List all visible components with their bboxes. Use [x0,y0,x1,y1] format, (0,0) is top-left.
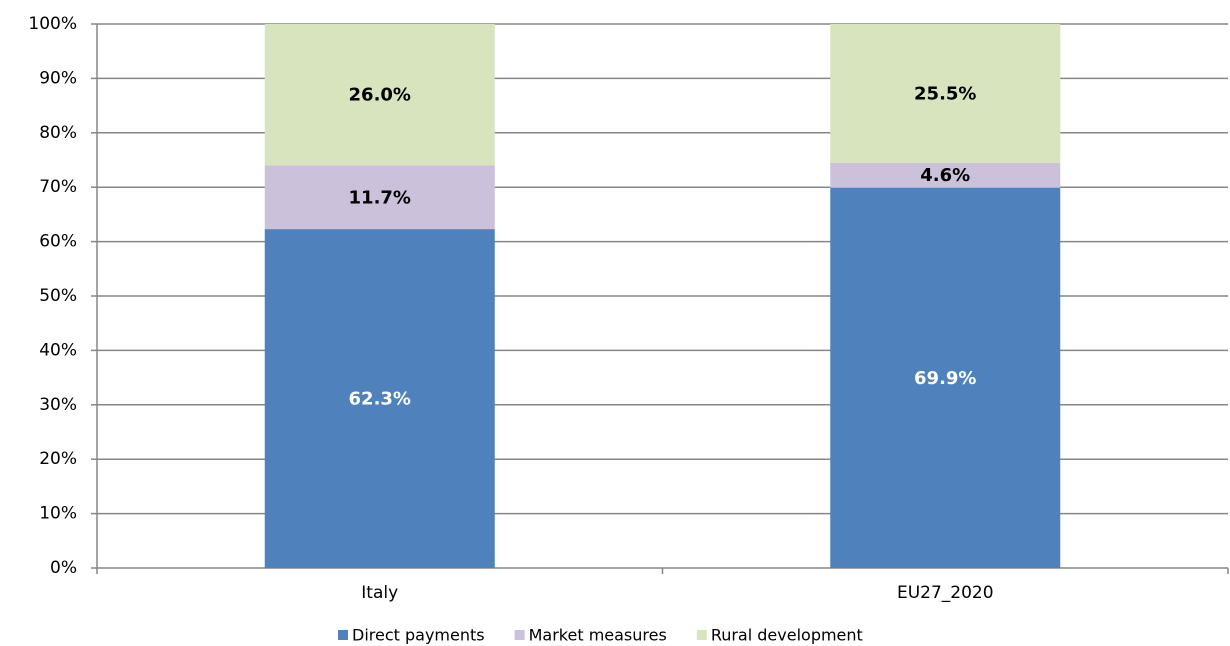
y-tick-label: 40% [39,340,77,360]
data-label: 4.6% [920,165,970,186]
y-tick-label: 90% [39,68,77,88]
x-tick-label: Italy [361,583,398,603]
y-tick-label: 50% [39,286,77,306]
data-label: 26.0% [349,85,411,106]
y-tick-label: 60% [39,232,77,252]
y-tick-label: 0% [50,558,77,578]
y-tick-label: 20% [39,449,77,469]
x-tick-label: EU27_2020 [897,583,994,603]
data-label: 25.5% [914,83,976,104]
bar-segment [830,187,1061,568]
data-label: 62.3% [349,389,411,410]
bar-segment [264,229,495,568]
legend-swatch [338,630,348,640]
legend-swatch [696,630,707,640]
y-tick-label: 30% [39,395,77,415]
bar-segment [264,165,495,230]
legend-label: Market measures [529,626,667,645]
bar-segment [830,162,1061,188]
legend-label: Rural development [711,626,863,645]
y-tick-label: 70% [39,177,77,197]
legend-label: Direct payments [352,626,485,645]
data-label: 69.9% [914,368,976,389]
bar-segment [830,24,1061,163]
y-tick-label: 10% [39,504,77,524]
bar-segment [264,24,495,166]
legend-swatch [514,630,525,640]
data-label: 11.7% [349,187,411,208]
y-tick-label: 100% [28,14,77,34]
y-tick-label: 80% [39,123,77,143]
